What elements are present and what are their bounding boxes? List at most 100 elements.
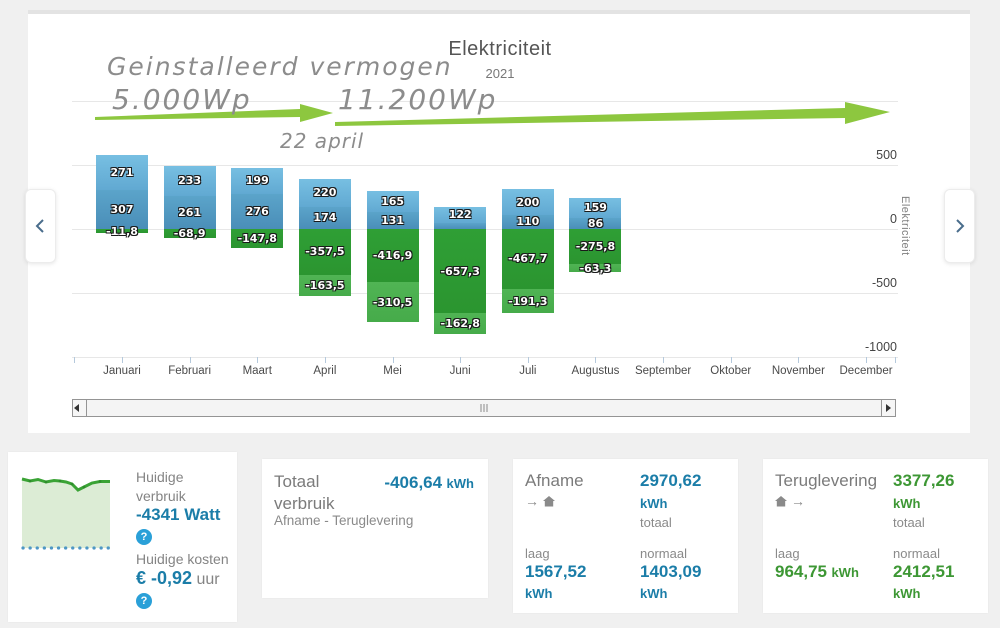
bar-segment-negative-upper-darkgreen[interactable]: -147,8: [231, 229, 284, 248]
bar-segment-positive-lower-darkblue[interactable]: 261: [163, 195, 216, 229]
bar-segment-negative-lower-lightgreen[interactable]: -163,5: [298, 274, 351, 296]
afname-laag-unit: kWh: [525, 586, 553, 601]
month-label: September: [634, 365, 692, 377]
current-usage-label: Huidige verbruik: [136, 469, 186, 504]
bar-value-label: 220: [313, 186, 337, 200]
teruglevering-laag-caption: laag: [775, 546, 800, 561]
x-axis-tick: [595, 357, 597, 363]
teruglevering-total-caption: totaal: [893, 515, 925, 530]
x-axis-tick: [460, 357, 462, 363]
bar-value-label: 122: [448, 208, 472, 222]
scrollbar-left-button[interactable]: [73, 400, 87, 416]
gridline: [72, 357, 898, 358]
afname-total-caption: totaal: [640, 515, 672, 530]
bar-segment-negative-upper-darkgreen[interactable]: -275,8: [569, 229, 622, 265]
bar-segment-negative-lower-lightgreen[interactable]: -191,3: [501, 288, 554, 314]
teruglevering-laag-value: 964,75: [775, 562, 827, 581]
chart-title: Elektriciteit: [448, 38, 552, 60]
bar-segment-positive-lower-darkblue[interactable]: 110: [501, 214, 554, 229]
x-axis-tick: [527, 357, 529, 363]
y-axis-tick-label: 0: [890, 212, 897, 226]
bar-segment-positive-upper-lightblue[interactable]: 233: [163, 165, 216, 196]
total-usage-title: Totaal verbruik: [274, 472, 335, 513]
y-axis-tick-label: -1000: [865, 340, 897, 354]
bar-segment-negative-upper-darkgreen[interactable]: -416,9: [366, 229, 419, 283]
scrollbar-thumb-grip[interactable]: [480, 404, 488, 412]
arrow-right-icon: →: [525, 493, 539, 509]
chart-scrollbar[interactable]: [72, 399, 896, 417]
bar-segment-negative-upper-darkgreen[interactable]: -357,5: [298, 229, 351, 275]
teruglevering-normaal-value: 2412,51: [893, 562, 955, 581]
bar-segment-positive-lower-darkblue[interactable]: 307: [96, 189, 148, 229]
bar-segment-positive-lower-darkblue[interactable]: [434, 222, 487, 229]
current-usage-card[interactable]: Huidige verbruik -4341 Watt ? Huidige ko…: [8, 452, 237, 622]
afname-normaal-caption: normaal: [640, 546, 687, 561]
y-axis-tick-label: 500: [876, 148, 897, 162]
total-usage-value: -406,64: [384, 473, 443, 492]
help-icon[interactable]: ?: [136, 593, 152, 609]
x-axis-tick: [74, 357, 75, 363]
help-icon[interactable]: ?: [136, 529, 152, 545]
bar-segment-positive-upper-lightblue[interactable]: 199: [231, 168, 284, 194]
bar-value-label: -162,8: [440, 317, 480, 331]
house-icon: [775, 495, 787, 506]
scrollbar-right-button[interactable]: [881, 400, 895, 416]
month-label: Juli: [519, 365, 537, 377]
month-label: Oktober: [710, 365, 752, 377]
bar-segment-negative-lower-lightgreen[interactable]: -162,8: [434, 313, 487, 334]
afname-total-value: 2970,62: [640, 471, 702, 490]
scroll-left-icon: [74, 404, 79, 412]
bar-segment-negative-upper-darkgreen[interactable]: -68,9: [163, 227, 216, 240]
teruglevering-total-value: 3377,26: [893, 471, 955, 490]
x-axis-tick: [324, 357, 326, 363]
x-axis-tick: [730, 357, 732, 363]
month-label: Januari: [103, 365, 141, 377]
gridline: [72, 165, 898, 166]
teruglevering-title: Teruglevering: [775, 471, 878, 490]
bar-segment-negative-upper-darkgreen[interactable]: -11,8: [96, 225, 148, 238]
afname-laag-caption: laag: [525, 546, 550, 561]
annotation-power-before: 5.000Wp: [112, 83, 252, 116]
teruglevering-card[interactable]: Teruglevering → 3377,26 kWh totaal laag …: [763, 459, 988, 613]
bar-segment-positive-lower-darkblue[interactable]: 86: [569, 216, 622, 230]
bar-segment-negative-upper-darkgreen[interactable]: -467,7: [501, 229, 554, 289]
total-usage-card[interactable]: Totaal verbruik -406,64 kWh Afname - Ter…: [262, 459, 488, 598]
bar-segment-negative-upper-darkgreen[interactable]: -657,3: [434, 229, 487, 314]
bar-value-label: 86: [587, 216, 604, 230]
bar-value-label: -310,5: [372, 295, 413, 309]
month-label: Mei: [383, 365, 402, 377]
bar-segment-positive-upper-lightblue[interactable]: 165: [366, 191, 419, 213]
teruglevering-normaal-unit: kWh: [893, 586, 921, 601]
bar-value-label: -467,7: [508, 252, 548, 266]
bar-value-label: 233: [178, 174, 202, 188]
bar-segment-positive-lower-darkblue[interactable]: 174: [298, 206, 351, 229]
bar-segment-positive-upper-lightblue[interactable]: 220: [298, 178, 351, 207]
bar-value-label: 276: [245, 204, 269, 218]
annotation-date: 22 april: [280, 129, 365, 153]
bar-value-label: 131: [381, 214, 405, 228]
bar-segment-negative-lower-lightgreen[interactable]: -310,5: [366, 282, 419, 323]
bar-segment-positive-upper-lightblue[interactable]: 271: [96, 155, 148, 190]
bar-value-label: 165: [381, 195, 405, 209]
current-usage-value: -4341 Watt: [136, 505, 221, 524]
bar-segment-positive-upper-lightblue[interactable]: 159: [569, 197, 622, 218]
bar-value-label: 159: [583, 201, 607, 215]
current-costs-unit: uur: [196, 571, 220, 588]
x-axis-tick: [866, 357, 868, 363]
bar-segment-negative-lower-lightgreen[interactable]: -63,3: [569, 261, 622, 275]
afname-title: Afname: [525, 471, 584, 490]
bar-segment-positive-upper-lightblue[interactable]: 200: [501, 189, 554, 215]
bar-segment-positive-lower-darkblue[interactable]: 276: [231, 193, 284, 229]
month-label: November: [771, 365, 825, 377]
house-icon: [543, 495, 555, 506]
bar-value-label: -63,3: [579, 261, 612, 275]
bar-value-label: -147,8: [237, 231, 277, 245]
afname-card[interactable]: Afname → 2970,62 kWh totaal laag 1567,52…: [513, 459, 738, 613]
bar-segment-positive-upper-lightblue[interactable]: 122: [434, 206, 487, 223]
next-period-button[interactable]: [944, 189, 975, 263]
x-axis-tick: [257, 357, 259, 363]
arrow-right-icon: →: [791, 493, 805, 509]
previous-period-button[interactable]: [25, 189, 56, 263]
bar-segment-positive-lower-darkblue[interactable]: 131: [366, 212, 419, 229]
